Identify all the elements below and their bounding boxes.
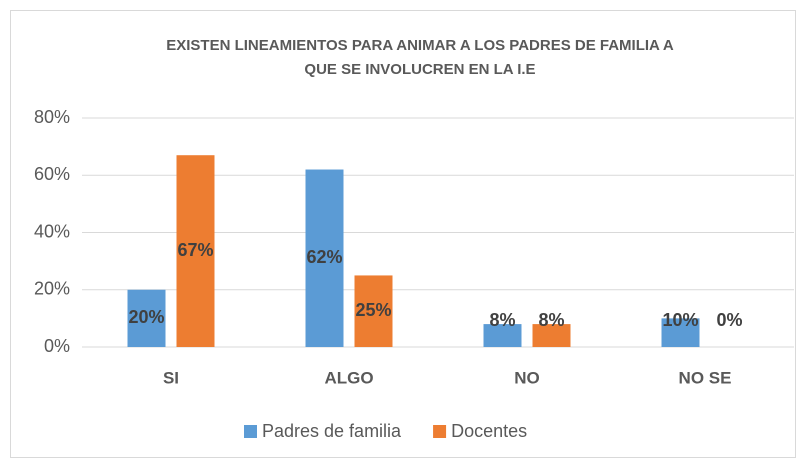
data-label: 0% xyxy=(716,310,742,330)
data-label: 10% xyxy=(662,310,698,330)
data-label: 67% xyxy=(177,240,213,260)
data-label: 8% xyxy=(538,310,564,330)
bar xyxy=(483,324,522,347)
bar xyxy=(661,318,700,347)
legend-swatch xyxy=(433,425,447,438)
y-tick-label: 80% xyxy=(34,107,70,127)
y-tick-label: 60% xyxy=(34,164,70,184)
x-tick-label: NO SE xyxy=(679,368,732,387)
data-label: 20% xyxy=(128,307,164,327)
data-label: 62% xyxy=(306,247,342,267)
x-tick-label: SI xyxy=(163,368,179,387)
chart-border xyxy=(10,10,796,458)
y-tick-label: 20% xyxy=(34,279,70,299)
bar xyxy=(305,169,344,347)
bar xyxy=(176,155,215,347)
chart-title: EXISTEN LINEAMIENTOS PARA ANIMAR A LOS P… xyxy=(166,37,674,54)
bar xyxy=(127,289,166,347)
bar xyxy=(532,324,571,347)
bar xyxy=(354,275,393,347)
y-tick-label: 0% xyxy=(44,336,70,356)
y-tick-label: 40% xyxy=(34,221,70,241)
x-tick-label: NO xyxy=(514,368,540,387)
x-tick-label: ALGO xyxy=(324,368,373,387)
data-label: 8% xyxy=(489,310,515,330)
legend-swatch xyxy=(244,425,257,438)
legend-label: Padres de familia xyxy=(262,421,402,441)
data-label: 25% xyxy=(355,300,391,320)
legend-label: Docentes xyxy=(451,421,527,441)
chart-title: QUE SE INVOLUCREN EN LA I.E xyxy=(304,61,535,78)
